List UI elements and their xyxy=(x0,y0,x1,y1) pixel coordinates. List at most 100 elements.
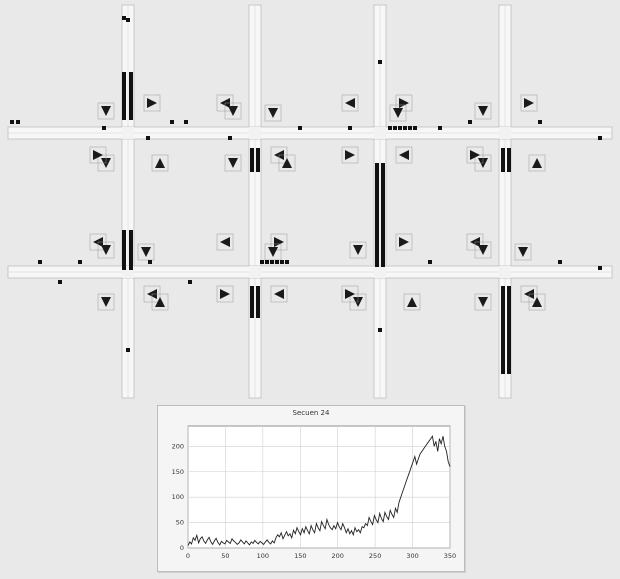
x-tick-label: 350 xyxy=(444,552,456,560)
signal-frame xyxy=(216,285,234,303)
vehicle xyxy=(129,80,133,84)
signal-arrow-icon xyxy=(478,245,488,255)
vehicle xyxy=(501,160,505,164)
signal-frame xyxy=(89,146,107,164)
vehicle xyxy=(78,260,82,264)
vehicle xyxy=(250,298,254,302)
vehicle xyxy=(501,156,505,160)
signal-arrow-icon xyxy=(274,289,284,299)
vehicle xyxy=(250,156,254,160)
vehicle xyxy=(250,310,254,314)
signal-arrow-icon xyxy=(478,297,488,307)
vehicle xyxy=(501,318,505,322)
signal-frame xyxy=(97,102,115,120)
vehicle xyxy=(122,104,126,108)
signal-frame xyxy=(466,146,484,164)
signal-frame xyxy=(97,241,115,259)
signal-arrow-icon xyxy=(399,237,409,247)
vehicle xyxy=(375,222,379,226)
vehicle xyxy=(381,210,385,214)
vehicle xyxy=(501,354,505,358)
vehicle xyxy=(381,175,385,179)
vehicle xyxy=(129,246,133,250)
vehicle xyxy=(501,350,505,354)
signal-arrow-icon xyxy=(141,247,151,257)
signal-arrow-icon xyxy=(268,108,278,118)
vehicle xyxy=(507,152,511,156)
vehicle xyxy=(10,120,14,124)
vehicle xyxy=(507,156,511,160)
vehicle xyxy=(501,366,505,370)
vehicle xyxy=(501,314,505,318)
vehicle xyxy=(501,322,505,326)
vehicle xyxy=(184,120,188,124)
vehicle xyxy=(250,302,254,306)
vehicle xyxy=(298,126,302,130)
signal-frame xyxy=(520,94,538,112)
vehicle xyxy=(256,148,260,152)
vehicle xyxy=(250,314,254,318)
queue-chart-panel[interactable]: Secuen 24 0 50 100 150 200 250 300 350 0 50 100 150… xyxy=(157,405,465,572)
vehicle xyxy=(348,126,352,130)
vehicle xyxy=(122,80,126,84)
vehicle xyxy=(228,136,232,140)
signal-frame xyxy=(278,154,296,172)
vehicle xyxy=(381,206,385,210)
vehicle xyxy=(375,167,379,171)
vehicle xyxy=(501,168,505,172)
vehicle xyxy=(501,290,505,294)
vehicle xyxy=(375,247,379,251)
vehicle xyxy=(375,175,379,179)
vehicle xyxy=(501,334,505,338)
vehicle xyxy=(375,230,379,234)
vehicle xyxy=(381,171,385,175)
vehicle xyxy=(381,251,385,255)
vehicle xyxy=(122,258,126,262)
vehicle xyxy=(438,126,442,130)
vehicle xyxy=(393,126,397,130)
vehicle xyxy=(375,242,379,246)
signal-frame xyxy=(474,293,492,311)
vehicle xyxy=(256,310,260,314)
signal-arrow-icon xyxy=(228,106,238,116)
vehicle xyxy=(129,250,133,254)
vehicle xyxy=(188,280,192,284)
vehicle xyxy=(129,108,133,112)
intersection-box xyxy=(499,266,511,278)
vehicle xyxy=(256,286,260,290)
vehicle xyxy=(378,328,382,332)
vehicle xyxy=(58,280,62,284)
vehicle xyxy=(122,96,126,100)
signal-arrow-icon xyxy=(399,150,409,160)
vehicle xyxy=(250,160,254,164)
signal-frame xyxy=(395,94,413,112)
vehicle xyxy=(381,198,385,202)
vehicle xyxy=(507,342,511,346)
signal-arrow-icon xyxy=(282,158,292,168)
vehicle xyxy=(129,254,133,258)
x-tick-label: 100 xyxy=(257,552,269,560)
vehicle xyxy=(122,116,126,120)
vehicle xyxy=(126,18,130,22)
signal-arrow-icon xyxy=(399,98,409,108)
signal-arrow-icon xyxy=(478,106,488,116)
vehicle xyxy=(378,60,382,64)
vehicle xyxy=(381,191,385,195)
signal-arrow-icon xyxy=(470,150,480,160)
vehicle xyxy=(122,76,126,80)
vehicle xyxy=(148,260,152,264)
vehicle xyxy=(375,214,379,218)
vehicle xyxy=(375,198,379,202)
vehicle xyxy=(146,136,150,140)
vehicle xyxy=(122,230,126,234)
vehicle xyxy=(507,306,511,310)
signal-frame xyxy=(270,285,288,303)
vehicle xyxy=(250,290,254,294)
signal-frame xyxy=(474,102,492,120)
vehicle xyxy=(129,234,133,238)
vehicle xyxy=(507,298,511,302)
vehicle xyxy=(598,266,602,270)
signal-frame xyxy=(474,241,492,259)
signal-frame xyxy=(395,233,413,251)
vehicle xyxy=(507,286,511,290)
